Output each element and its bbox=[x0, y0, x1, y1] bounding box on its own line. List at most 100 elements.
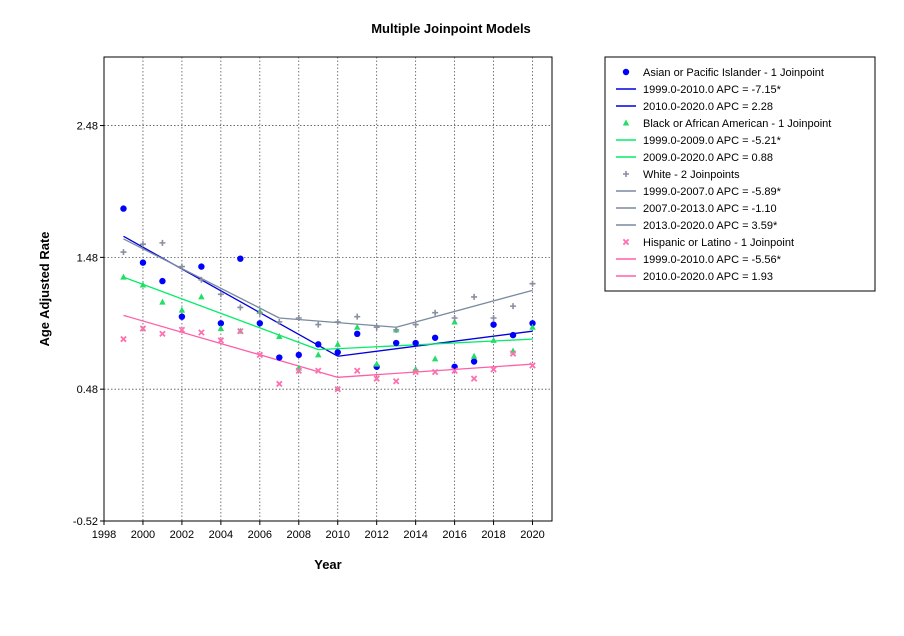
hispanic-or-latino-point bbox=[353, 367, 361, 374]
asian-or-pacific-islander-point bbox=[178, 313, 186, 320]
asian-or-pacific-islander-point bbox=[256, 320, 264, 327]
hispanic-or-latino-point bbox=[276, 380, 283, 388]
asian-or-pacific-islander-point bbox=[431, 334, 439, 341]
hispanic-or-latino-point bbox=[295, 367, 303, 374]
x-tick-label: 2012 bbox=[364, 529, 388, 541]
hispanic-or-latino-point bbox=[198, 329, 205, 336]
black-or-african-american-point bbox=[276, 332, 283, 339]
y-tick-label: -0.52 bbox=[73, 516, 98, 528]
hispanic-or-latino-point bbox=[529, 362, 536, 369]
black-or-african-american-point bbox=[431, 355, 439, 362]
black-or-african-american-point bbox=[470, 352, 478, 359]
white-point bbox=[490, 315, 497, 321]
hispanic-or-latino-point bbox=[470, 375, 478, 382]
hispanic-or-latino-point bbox=[139, 325, 147, 332]
black-or-african-american-point bbox=[373, 360, 380, 367]
fit-segment-line bbox=[318, 338, 533, 351]
x-tick-label: 2006 bbox=[248, 529, 272, 541]
x-tick-label: 2018 bbox=[481, 529, 505, 541]
asian-or-pacific-islander-point bbox=[315, 341, 322, 348]
hispanic-or-latino-point bbox=[159, 330, 166, 338]
asian-or-pacific-islander-point bbox=[237, 255, 244, 262]
grid bbox=[104, 57, 552, 521]
asian-or-pacific-islander-point bbox=[412, 339, 419, 347]
y-axis-title: Age Adjusted Rate bbox=[37, 231, 52, 346]
x-tick-label: 2010 bbox=[325, 529, 349, 541]
fit-segment-line bbox=[123, 314, 338, 378]
x-tick-label: 2020 bbox=[520, 529, 544, 541]
x-tick-label: 2000 bbox=[131, 529, 155, 541]
y-tick-label: 2.48 bbox=[77, 121, 98, 133]
asian-or-pacific-islander-point bbox=[334, 349, 341, 356]
asian-or-pacific-islander-point bbox=[490, 321, 497, 328]
hispanic-or-latino-point bbox=[334, 385, 341, 393]
asian-or-pacific-islander-point bbox=[509, 331, 517, 339]
y-tick-label: 1.48 bbox=[77, 252, 98, 264]
white-point bbox=[471, 293, 478, 300]
x-tick-label: 2002 bbox=[170, 529, 194, 541]
legend-label: 1999.0-2010.0 APC = -7.15* bbox=[643, 84, 782, 96]
legend-label: Black or African American - 1 Joinpoint bbox=[643, 118, 831, 130]
white-point bbox=[529, 280, 536, 287]
x-tick-label: 2008 bbox=[287, 529, 311, 541]
white-point bbox=[178, 263, 185, 270]
legend-label: 1999.0-2009.0 APC = -5.21* bbox=[643, 135, 782, 147]
white-point bbox=[354, 313, 361, 320]
fit-segment-line bbox=[337, 363, 533, 378]
black-or-african-american-point bbox=[490, 336, 497, 343]
legend-marker bbox=[622, 68, 630, 76]
asian-or-pacific-islander-point bbox=[295, 351, 302, 359]
black-or-african-american-point bbox=[139, 281, 147, 288]
fit-segment-line bbox=[123, 276, 319, 351]
white-point bbox=[451, 315, 458, 321]
hispanic-or-latino-point bbox=[412, 368, 419, 376]
asian-or-pacific-islander-point bbox=[217, 320, 225, 327]
black-or-african-american-point bbox=[198, 293, 205, 300]
white-point bbox=[256, 309, 263, 316]
white-point bbox=[432, 309, 439, 316]
hispanic-or-latino-point bbox=[451, 367, 458, 374]
asian-or-pacific-islander-point bbox=[470, 358, 478, 365]
legend-marker bbox=[622, 238, 630, 246]
legend-label: 2009.0-2020.0 APC = 0.88 bbox=[643, 152, 773, 164]
black-or-african-american-point bbox=[159, 298, 166, 305]
asian-or-pacific-islander-point bbox=[120, 205, 127, 212]
white-point bbox=[198, 276, 205, 283]
asian-or-pacific-islander-point bbox=[354, 330, 361, 338]
black-or-african-american-point bbox=[178, 306, 186, 313]
asian-or-pacific-islander-point bbox=[529, 320, 536, 327]
legend-label: 1999.0-2007.0 APC = -5.89* bbox=[643, 186, 782, 198]
white-point bbox=[334, 318, 341, 325]
data-points bbox=[120, 205, 536, 393]
white-point bbox=[276, 318, 283, 325]
hispanic-or-latino-point bbox=[237, 327, 244, 335]
white-point bbox=[295, 315, 302, 321]
legend-marker bbox=[623, 171, 629, 177]
black-or-african-american-point bbox=[334, 340, 341, 347]
white-point bbox=[139, 241, 146, 248]
hispanic-or-latino-point bbox=[178, 326, 186, 334]
black-or-african-american-point bbox=[529, 323, 536, 330]
legend-box bbox=[604, 56, 876, 292]
x-tick-label: 1998 bbox=[92, 529, 116, 541]
white-point bbox=[373, 324, 380, 331]
legend-label: 2013.0-2020.0 APC = 3.59* bbox=[643, 220, 778, 232]
fit-segment-line bbox=[123, 235, 339, 357]
legend-label: 2010.0-2020.0 APC = 2.28 bbox=[643, 101, 773, 113]
x-axis-title: Year bbox=[314, 557, 341, 572]
legend-label: 1999.0-2010.0 APC = -5.56* bbox=[643, 254, 782, 266]
white-point bbox=[510, 303, 517, 310]
legend-label: 2007.0-2013.0 APC = -1.10 bbox=[643, 203, 777, 215]
legend-label: Hispanic or Latino - 1 Joinpoint bbox=[643, 237, 794, 249]
hispanic-or-latino-point bbox=[256, 351, 264, 359]
hispanic-or-latino-point bbox=[315, 367, 322, 374]
hispanic-or-latino-point bbox=[392, 378, 400, 385]
white-point bbox=[393, 326, 400, 333]
black-or-african-american-point bbox=[451, 318, 458, 325]
asian-or-pacific-islander-point bbox=[198, 263, 205, 270]
hispanic-or-latino-point bbox=[217, 337, 225, 344]
white-point bbox=[159, 239, 166, 246]
x-tick-label: 2014 bbox=[403, 529, 427, 541]
legend-label: 2010.0-2020.0 APC = 1.93 bbox=[643, 271, 773, 283]
legend-label: White - 2 Joinpoints bbox=[643, 169, 740, 181]
